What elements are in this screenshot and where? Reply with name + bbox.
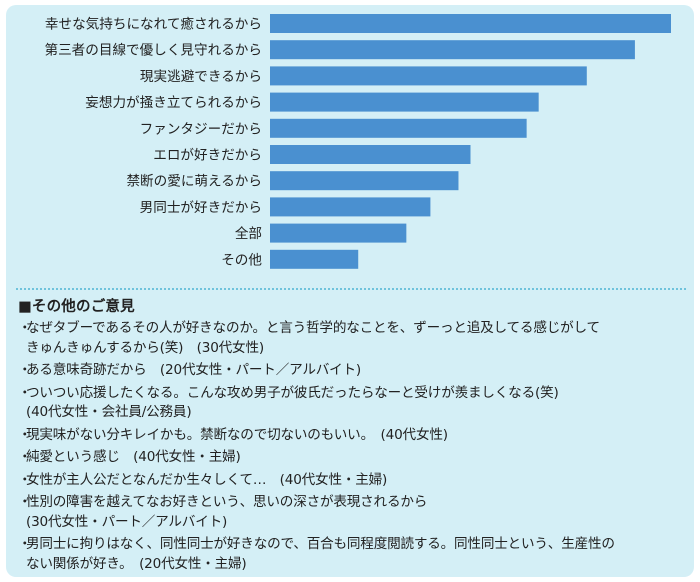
other-opinions: ■その他のご意見 ・なぜタブーであるその人が好きなのか。と言う哲学的なことを、ず… [18,295,686,577]
comment-text: 現実味がない分キレイかも。禁断なので切ないのもいい。 (40代女性) [26,426,448,443]
panel: 幸せな気持ちになれて癒されるから 第三者の目線で優しく見守れるから現実逃避できるか… [6,5,694,577]
category-label: 男同士が好きだから [140,200,262,216]
comment-item: ・ついつい応援したくなる。こんな攻め男子が彼氏だったらなーと受けが羨ましくなる(… [18,384,686,423]
comment-text: ついつい応援したくなる。こんな攻め男子が彼氏だったらなーと受けが羨ましくなる(笑… [26,384,559,421]
bar-chart: 幸せな気持ちになれて癒されるから第三者の目線で優しく見守れるから現実逃避できるか… [45,14,671,269]
comment-item: ・現実味がない分キレイかも。禁断なので切ないのもいい。 (40代女性) [18,426,686,446]
opinions-title: ■その他のご意見 [18,299,135,315]
bullet: ・ [18,426,32,443]
category-label: ファンタジーだから [140,121,262,137]
bar [270,66,587,86]
comment-text: 純愛という感じ (40代女性・主婦) [26,449,241,465]
bar [270,249,359,269]
comment-text: 男同士に拘りはなく、同性同士が好きなので、百合も同程度閲読する。同性同士という、… [26,536,615,572]
divider [16,288,686,290]
comment-text: 女性が主人公だとなんだか生々しくて… (40代女性・主婦) [26,471,388,488]
comment-text: なぜタブーであるその人が好きなのか。と言う哲学的なことを、ずーっと追及してる感じ… [26,320,600,356]
bar [270,14,671,33]
bullet: ・ [18,362,32,378]
bar [270,223,407,243]
category-label: 全部 [235,225,262,242]
bullet: ・ [18,449,32,465]
comment-item: ・性別の障害を越えてなお好きという、思いの深さが表現されるから (30代女性・パ… [18,493,686,532]
comment-text: 性別の障害を越えてなお好きという、思いの深さが表現されるから (30代女性・パー… [26,494,428,530]
category-label: 第三者の目線で優しく見守れるから [45,42,263,59]
comment-list: ・なぜタブーであるその人が好きなのか。と言う哲学的なことを、ずーっと追及してる感… [18,319,686,574]
bar [270,171,459,191]
comment-item: ・純愛という感じ (40代女性・主婦) [18,448,686,468]
bullet: ・ [18,320,32,336]
category-label: 妄想力が掻き立てられるから [85,95,262,111]
bullet: ・ [18,536,32,552]
comment-item: ・男同士に拘りはなく、同性同士が好きなので、百合も同程度閲読する。同性同士という… [18,535,686,574]
bar [270,92,539,112]
category-label: 現実逃避できるから [140,69,262,85]
category-label: エロが好きだから [153,148,262,164]
comment-item: ・ある意味奇跡だから (20代女性・パート／アルバイト) [18,361,686,381]
comment-item: ・女性が主人公だとなんだか生々しくて… (40代女性・主婦) [18,471,686,491]
comment-item: ・なぜタブーであるその人が好きなのか。と言う哲学的なことを、ずーっと追及してる感… [18,319,686,358]
category-label: その他 [221,252,262,268]
bullet: ・ [18,471,32,488]
category-label: 幸せな気持ちになれて癒されるから [45,17,262,33]
bar [270,40,635,60]
comment-text: ある意味奇跡だから (20代女性・パート／アルバイト) [26,362,362,378]
category-label: 禁断の愛に萌えるから [126,174,262,190]
bullet: ・ [18,384,32,401]
bullet: ・ [18,494,32,510]
bar [270,118,527,138]
bar [270,197,431,217]
bar [270,145,471,164]
